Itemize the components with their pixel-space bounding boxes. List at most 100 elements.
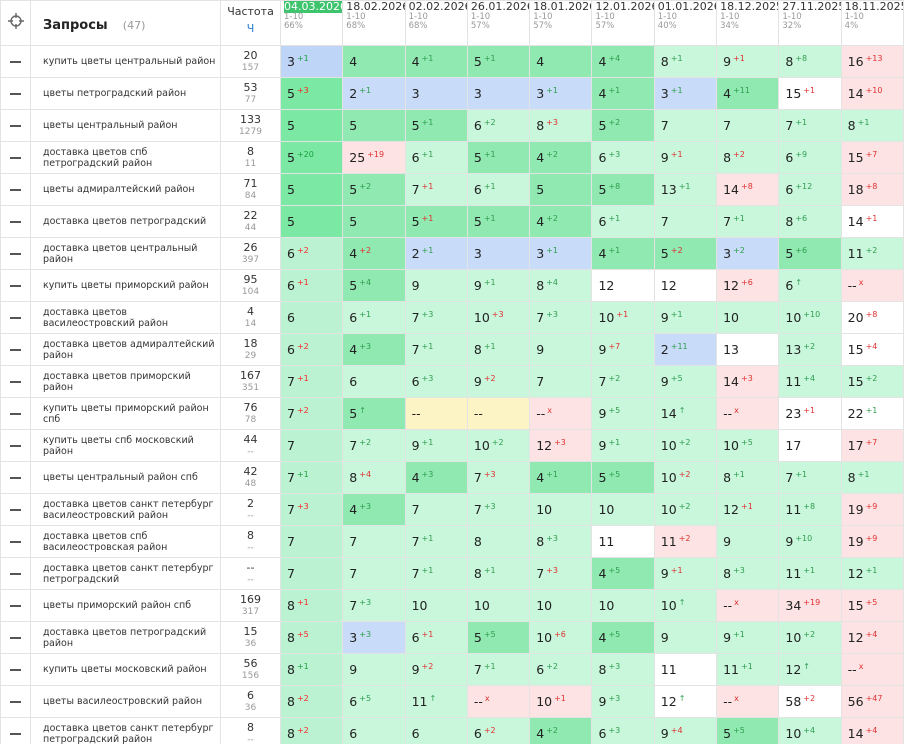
- position: 3: [536, 246, 545, 262]
- row-toggle[interactable]: [0, 557, 31, 590]
- row-toggle[interactable]: [0, 653, 31, 686]
- position: 6: [785, 150, 794, 166]
- position-cell: 15 +2: [840, 365, 904, 398]
- position-cell: 7: [716, 109, 780, 142]
- position: 5: [287, 214, 295, 229]
- query-row: доставка цветов адмиралтейский район 18 29…: [0, 333, 904, 366]
- row-toggle[interactable]: [0, 109, 31, 142]
- date-header[interactable]: 18.02.2026 1-10 68%: [342, 0, 406, 46]
- row-toggle[interactable]: [0, 621, 31, 654]
- row-toggle[interactable]: [0, 141, 31, 174]
- position: 8: [536, 534, 545, 550]
- row-toggle[interactable]: [0, 429, 31, 462]
- row-toggle[interactable]: [0, 45, 31, 78]
- date-header[interactable]: 18.12.2025 1-10 34%: [716, 0, 780, 46]
- query-row: купить цветы московский район 56 156 8 +1 9 9 +…: [0, 653, 904, 686]
- row-toggle[interactable]: [0, 461, 31, 494]
- position-cell: 9 +1: [653, 557, 718, 590]
- row-toggle[interactable]: [0, 493, 31, 526]
- position-cell: 5 ↑: [342, 397, 406, 430]
- position-cell: 6 +1: [466, 173, 531, 206]
- date-header[interactable]: 27.11.2025 1-10 32%: [778, 0, 842, 46]
- position: 17: [847, 438, 864, 454]
- date-share: 68%: [408, 21, 428, 31]
- position-delta: +1: [421, 149, 434, 159]
- position-cell: 12 +1: [716, 493, 780, 526]
- position: 5: [287, 182, 295, 197]
- position-delta: +1: [795, 117, 808, 127]
- row-toggle[interactable]: [0, 269, 31, 302]
- position-cell: 5 +1: [466, 141, 531, 174]
- crosshair: [7, 13, 24, 29]
- position-cell: 6 +2: [529, 653, 593, 686]
- position-cell: 8 +1: [466, 333, 531, 366]
- row-toggle[interactable]: [0, 589, 31, 622]
- position-cell: 7 +2: [591, 365, 655, 398]
- date-header[interactable]: 18.01.2026 1-10 57%: [529, 0, 593, 46]
- position-delta: +5: [608, 469, 621, 479]
- position: 7: [473, 470, 482, 486]
- row-toggle[interactable]: [0, 301, 31, 334]
- position-cell: -- x: [716, 589, 780, 622]
- position-delta: +1: [608, 245, 621, 255]
- row-toggle[interactable]: [0, 397, 31, 430]
- row-toggle[interactable]: [0, 717, 31, 744]
- position-cell: 2 +1: [404, 237, 468, 270]
- position: --: [847, 662, 857, 678]
- position-delta: +4: [608, 53, 621, 63]
- position-cell: 15 +4: [840, 333, 904, 366]
- row-toggle[interactable]: [0, 333, 31, 366]
- position-cell: 6: [404, 717, 468, 744]
- freq: 53: [243, 80, 258, 94]
- position-delta: +1: [857, 117, 870, 127]
- position-cell: 11 +8: [778, 493, 842, 526]
- freq: 8: [247, 144, 254, 158]
- position-cell: 5 +5: [591, 461, 655, 494]
- row-toggle[interactable]: [0, 77, 31, 110]
- date-header[interactable]: 04.03.2026 1-10 66%: [279, 0, 344, 46]
- dash: [10, 732, 21, 735]
- freq-header[interactable]: Частота Ч: [220, 0, 281, 46]
- freq-exact: --: [247, 734, 254, 744]
- position-delta: +20: [296, 149, 314, 159]
- position: 6: [598, 726, 607, 742]
- query-header[interactable]: Запросы (47): [30, 0, 221, 46]
- position-cell: -- x: [840, 269, 904, 302]
- position: 20: [847, 310, 864, 326]
- row-toggle[interactable]: [0, 173, 31, 206]
- position: 7: [287, 534, 295, 549]
- row-toggle[interactable]: [0, 365, 31, 398]
- date-header[interactable]: 26.01.2026 1-10 57%: [466, 0, 531, 46]
- frequency: -- --: [220, 557, 281, 590]
- position-cell: 17 +7: [840, 429, 904, 462]
- position-delta: +1: [733, 213, 745, 223]
- freq-exact: 157: [241, 62, 260, 73]
- date-header[interactable]: 18.11.2025 1-10 4%: [840, 0, 904, 46]
- query: доставка цветов центральный район: [30, 237, 221, 270]
- position-cell: 10: [591, 493, 655, 526]
- position: 9: [598, 406, 607, 422]
- target-icon[interactable]: [0, 0, 31, 46]
- position-cell: 11 +2: [653, 525, 718, 558]
- date-range: 1-10: [657, 12, 678, 22]
- query-row: цветы центральный район спб 42 48 7 +1 8 +4 4 +3…: [0, 461, 904, 494]
- date-header[interactable]: 12.01.2026 1-10 57%: [591, 0, 655, 46]
- row-toggle[interactable]: [0, 685, 31, 718]
- position-cell: 3 +1: [529, 237, 593, 270]
- date: 18.12.2025: [720, 0, 779, 13]
- row-toggle[interactable]: [0, 237, 31, 270]
- row-toggle[interactable]: [0, 525, 31, 558]
- dash: [10, 156, 21, 159]
- date-share: 68%: [346, 21, 366, 31]
- position: 8: [287, 726, 295, 742]
- freq: --: [246, 560, 255, 574]
- row-toggle[interactable]: [0, 205, 31, 238]
- position-cell: 6: [342, 365, 406, 398]
- position-cell: 8 +3: [716, 557, 780, 590]
- date-header[interactable]: 02.02.2026 1-10 68%: [404, 0, 468, 46]
- position: 8: [660, 54, 669, 70]
- position: 5: [723, 726, 732, 742]
- position-cell: 14 +10: [840, 77, 904, 110]
- date-header[interactable]: 01.01.2026 1-10 40%: [653, 0, 718, 46]
